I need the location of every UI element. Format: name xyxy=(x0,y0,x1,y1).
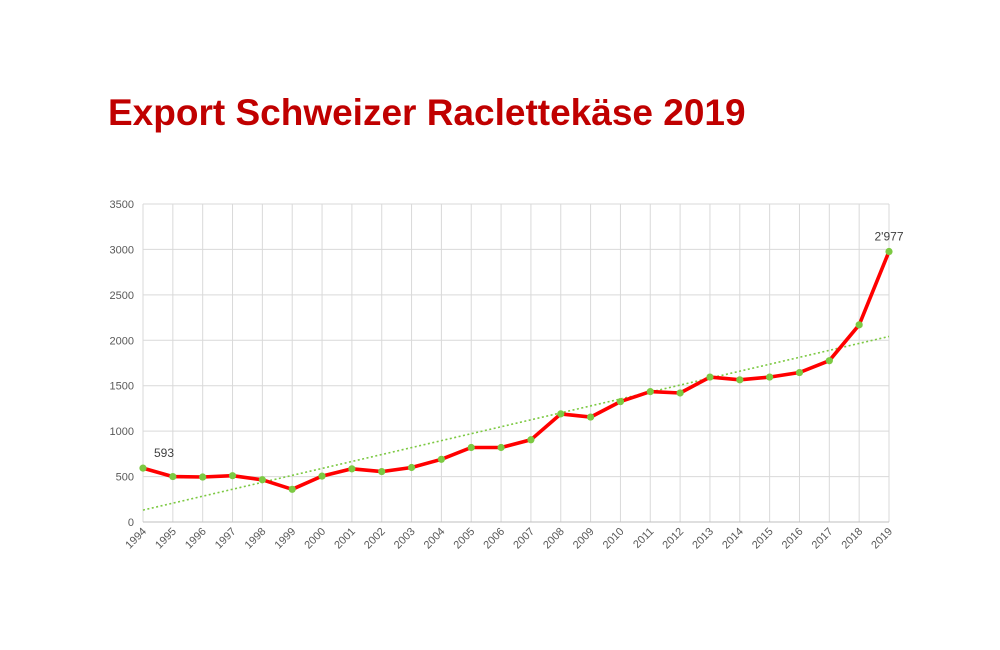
data-point-1999 xyxy=(288,485,296,493)
data-point-2005 xyxy=(467,443,475,452)
data-point-2000 xyxy=(318,472,326,480)
x-tick-label: 1999 xyxy=(273,526,299,552)
data-label-1994: 593 xyxy=(154,446,174,460)
y-tick-label: 3500 xyxy=(110,199,134,211)
y-tick-label: 500 xyxy=(116,472,134,484)
x-tick-label: 2005 xyxy=(452,526,478,552)
data-point-2006 xyxy=(497,443,505,452)
x-tick-label: 2006 xyxy=(481,526,507,552)
y-tick-label: 3000 xyxy=(110,244,134,256)
data-point-2010 xyxy=(616,398,625,406)
x-tick-label: 1996 xyxy=(183,526,209,552)
x-tick-label: 2012 xyxy=(660,526,686,552)
data-point-2013 xyxy=(706,373,714,381)
data-point-2019 xyxy=(885,247,893,256)
data-point-2008 xyxy=(557,410,565,418)
data-point-2012 xyxy=(676,389,684,397)
x-tick-label: 1998 xyxy=(243,526,269,552)
x-tick-label: 2018 xyxy=(839,526,865,552)
data-point-1995 xyxy=(169,472,177,481)
x-tick-label: 2011 xyxy=(631,526,656,551)
y-tick-label: 2000 xyxy=(110,335,134,347)
x-tick-label: 2009 xyxy=(571,526,597,552)
x-tick-label: 2017 xyxy=(810,526,836,552)
x-axis-tick-labels: 1994 1995 1996 1997 1998 1999 2000 2001 2002 2003… xyxy=(123,526,895,552)
data-point-2018 xyxy=(855,321,863,329)
data-point-2016 xyxy=(795,368,804,377)
data-point-2007 xyxy=(527,436,535,444)
trendline xyxy=(142,335,890,511)
data-point-1998 xyxy=(258,476,266,484)
y-tick-label: 0 xyxy=(128,517,134,529)
data-point-2014 xyxy=(736,376,744,384)
data-point-1997 xyxy=(228,472,237,480)
series-polyline xyxy=(141,249,891,492)
data-label-2019: 2'977 xyxy=(875,230,904,244)
x-tick-label: 2013 xyxy=(690,526,716,552)
data-point-2015 xyxy=(766,373,774,381)
x-tick-label: 2016 xyxy=(780,526,806,552)
data-point-2001 xyxy=(348,465,356,473)
y-tick-label: 1500 xyxy=(110,381,134,393)
x-tick-label: 1995 xyxy=(153,526,179,552)
chart-title: Export Schweizer Raclettekäse 2019 xyxy=(108,92,746,133)
data-point-1994 xyxy=(139,464,147,472)
x-tick-label: 1997 xyxy=(213,526,239,552)
trendline-line xyxy=(142,335,890,511)
data-point-2017 xyxy=(825,357,833,365)
x-tick-label: 2000 xyxy=(302,526,328,552)
data-point-2002 xyxy=(378,467,386,476)
data-point-1996 xyxy=(199,473,207,481)
series-line xyxy=(141,249,891,492)
x-tick-label: 2008 xyxy=(541,526,567,552)
x-tick-label: 2004 xyxy=(422,526,448,552)
grid-lines xyxy=(142,203,890,523)
x-tick-label: 2001 xyxy=(332,526,358,552)
x-tick-label: 2003 xyxy=(392,526,418,552)
x-tick-label: 1994 xyxy=(123,526,149,552)
data-point-2011 xyxy=(646,388,654,396)
y-axis-tick-labels: 0 500 1000 1500 2000 2500 3000 3500 xyxy=(110,199,134,529)
x-tick-label: 2019 xyxy=(869,526,895,552)
data-labels: 593 2'977 xyxy=(154,230,904,461)
data-point-2003 xyxy=(407,463,416,472)
y-tick-label: 1000 xyxy=(110,426,134,438)
data-markers xyxy=(139,247,893,493)
y-tick-label: 2500 xyxy=(110,290,134,302)
data-point-2009 xyxy=(587,413,595,421)
x-tick-label: 2010 xyxy=(601,526,627,552)
x-tick-label: 2015 xyxy=(750,526,776,552)
x-tick-label: 2002 xyxy=(362,526,388,552)
data-point-2004 xyxy=(437,455,445,463)
x-tick-label: 2014 xyxy=(720,526,746,552)
x-tick-label: 2007 xyxy=(511,526,537,552)
